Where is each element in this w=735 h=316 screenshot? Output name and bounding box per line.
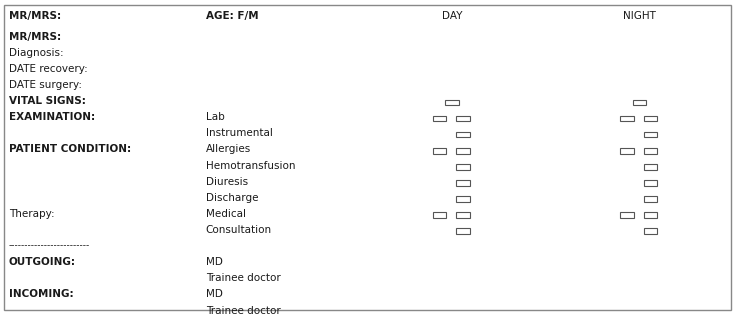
Bar bbox=[456, 196, 470, 202]
Bar bbox=[644, 132, 657, 137]
Text: Discharge: Discharge bbox=[206, 193, 258, 203]
Text: VITAL SIGNS:: VITAL SIGNS: bbox=[9, 96, 86, 106]
Bar bbox=[456, 212, 470, 218]
Text: Hemotransfusion: Hemotransfusion bbox=[206, 161, 295, 171]
Text: NIGHT: NIGHT bbox=[623, 11, 656, 21]
Text: Medical: Medical bbox=[206, 209, 245, 219]
Bar bbox=[456, 228, 470, 234]
Text: Instrumental: Instrumental bbox=[206, 128, 273, 138]
Text: -------------------------: ------------------------- bbox=[9, 241, 90, 250]
Text: MD: MD bbox=[206, 289, 223, 300]
Text: INCOMING:: INCOMING: bbox=[9, 289, 74, 300]
Bar bbox=[644, 212, 657, 218]
Bar bbox=[644, 196, 657, 202]
Bar bbox=[620, 148, 634, 154]
Text: Lab: Lab bbox=[206, 112, 225, 122]
Bar bbox=[445, 100, 459, 105]
Text: EXAMINATION:: EXAMINATION: bbox=[9, 112, 95, 122]
Bar bbox=[433, 148, 446, 154]
Text: Diagnosis:: Diagnosis: bbox=[9, 48, 63, 58]
Text: MD: MD bbox=[206, 257, 223, 267]
Text: Therapy:: Therapy: bbox=[9, 209, 54, 219]
Bar bbox=[620, 116, 634, 121]
Text: PATIENT CONDITION:: PATIENT CONDITION: bbox=[9, 144, 131, 155]
Bar bbox=[456, 180, 470, 186]
Text: Allergies: Allergies bbox=[206, 144, 251, 155]
Bar bbox=[456, 132, 470, 137]
Bar bbox=[633, 100, 646, 105]
Bar bbox=[644, 116, 657, 121]
Bar bbox=[644, 164, 657, 170]
Bar bbox=[644, 148, 657, 154]
Bar bbox=[456, 148, 470, 154]
Text: Trainee doctor: Trainee doctor bbox=[206, 273, 281, 283]
Bar bbox=[433, 212, 446, 218]
Text: MR/MRS:: MR/MRS: bbox=[9, 11, 61, 21]
Text: DATE surgery:: DATE surgery: bbox=[9, 80, 82, 90]
Bar bbox=[620, 212, 634, 218]
Text: DAY: DAY bbox=[442, 11, 462, 21]
Text: DATE recovery:: DATE recovery: bbox=[9, 64, 87, 74]
Text: Diuresis: Diuresis bbox=[206, 177, 248, 187]
Bar bbox=[456, 164, 470, 170]
Text: MR/MRS:: MR/MRS: bbox=[9, 32, 61, 42]
Text: Consultation: Consultation bbox=[206, 225, 272, 235]
Text: OUTGOING:: OUTGOING: bbox=[9, 257, 76, 267]
Text: Trainee doctor: Trainee doctor bbox=[206, 306, 281, 316]
Bar bbox=[644, 180, 657, 186]
Text: AGE: F/M: AGE: F/M bbox=[206, 11, 259, 21]
Bar bbox=[456, 116, 470, 121]
Bar bbox=[644, 228, 657, 234]
Bar bbox=[433, 116, 446, 121]
